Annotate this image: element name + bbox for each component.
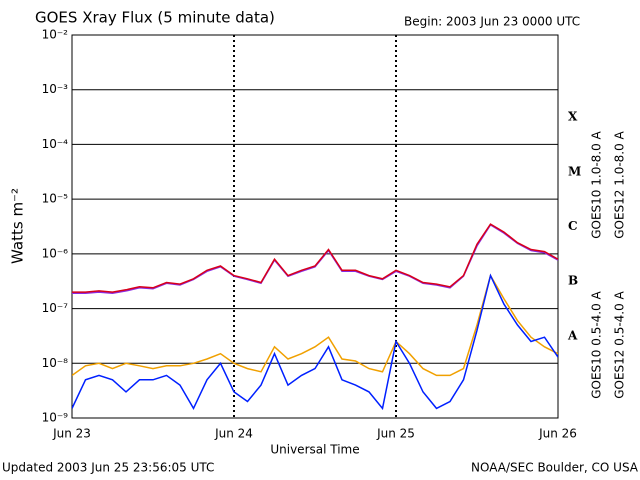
x-tick-label: Jun 25 — [376, 427, 415, 441]
series-line — [72, 223, 558, 293]
legend-entry: GOES12 0.5-4.0 A — [613, 290, 627, 398]
class-label: M — [568, 164, 581, 178]
x-tick-label: Jun 24 — [214, 427, 253, 441]
class-label: B — [568, 274, 578, 288]
x-axis-label: Universal Time — [270, 443, 359, 457]
y-tick-label: 10⁻⁵ — [42, 192, 69, 206]
class-label: X — [568, 110, 578, 124]
y-tick-label: 10⁻⁸ — [42, 356, 69, 370]
footer-right: NOAA/SEC Boulder, CO USA — [471, 461, 639, 475]
legend-entry: GOES10 0.5-4.0 A — [590, 290, 604, 398]
y-tick-label: 10⁻⁷ — [42, 301, 69, 315]
class-label: A — [567, 328, 578, 342]
y-tick-label: 10⁻³ — [42, 82, 69, 96]
chart-subtitle: Begin: 2003 Jun 23 0000 UTC — [404, 15, 580, 29]
legend-entry: GOES12 1.0-8.0 A — [613, 130, 627, 238]
class-label: C — [568, 219, 578, 233]
y-tick-label: 10⁻⁹ — [42, 411, 69, 425]
legend-entry: GOES10 1.0-8.0 A — [590, 130, 604, 238]
series-line — [72, 273, 558, 377]
y-tick-label: 10⁻² — [42, 28, 69, 42]
y-tick-label: 10⁻⁴ — [42, 137, 69, 151]
y-tick-label: 10⁻⁶ — [42, 246, 69, 260]
plot-frame — [71, 34, 559, 419]
x-tick-label: Jun 23 — [52, 427, 91, 441]
y-axis-label: Watts m⁻² — [9, 188, 27, 264]
x-tick-label: Jun 26 — [538, 427, 577, 441]
series-line — [72, 273, 558, 411]
footer-left: Updated 2003 Jun 25 23:56:05 UTC — [2, 461, 214, 475]
chart-title: GOES Xray Flux (5 minute data) — [35, 9, 275, 27]
